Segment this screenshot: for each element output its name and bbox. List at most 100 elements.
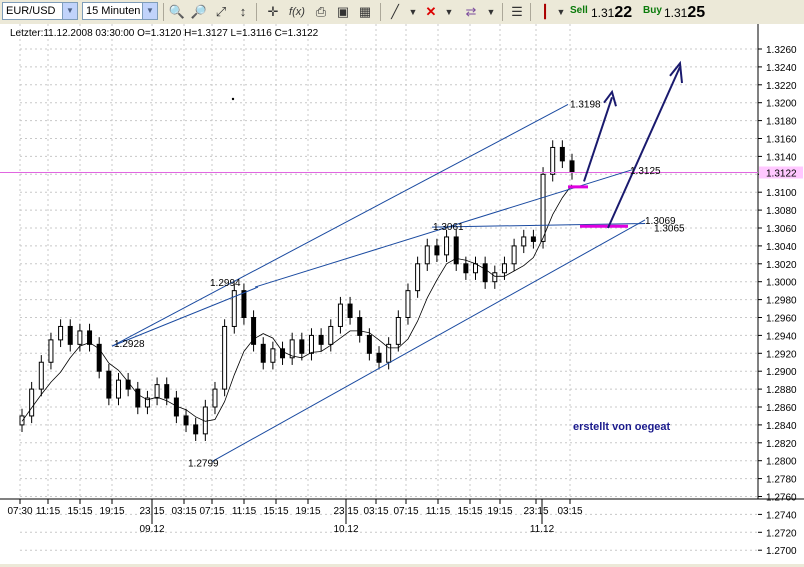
vertical-scale-icon[interactable]: ↕	[239, 4, 247, 19]
candle-body	[463, 263, 469, 274]
y-tick-label: 1.2940	[766, 331, 797, 342]
annotation-label: 1.3198	[570, 99, 601, 110]
annotation-label: 1.3061	[433, 222, 464, 233]
candle-body	[521, 236, 527, 247]
y-tick-label: 1.2740	[766, 510, 797, 521]
candle-body	[19, 415, 25, 426]
delete-icon[interactable]: ✕	[425, 4, 437, 19]
y-tick-label: 1.3160	[766, 135, 797, 146]
chevron-down-icon[interactable]: ▼	[408, 7, 418, 17]
timeframe-select[interactable]: 15 Minuten ▼	[82, 2, 158, 20]
timeframe-value: 15 Minuten	[86, 5, 141, 17]
candle-body	[482, 263, 488, 283]
function-icon[interactable]: f(x)	[289, 6, 305, 18]
candle-body	[67, 325, 73, 345]
buy-label[interactable]: Buy	[643, 5, 662, 16]
sell-price[interactable]: 1.3122	[591, 4, 632, 22]
y-tick-label: 1.3100	[766, 188, 797, 199]
buy-price-big: 25	[687, 4, 706, 21]
candle-body	[241, 290, 247, 318]
annotation-label: 1.3125	[630, 166, 661, 177]
trendline-icon[interactable]: ╱	[391, 4, 399, 19]
drawings: 1.3122 1.2928 1.2994 1.2799 1.3061 1.3198 1.31…	[0, 60, 803, 470]
candle-body	[260, 343, 266, 363]
x-tick-label: 03:15	[363, 506, 388, 517]
candle-body	[164, 384, 170, 399]
x-tick-label: 03:15	[171, 506, 196, 517]
y-tick-label: 1.3240	[766, 63, 797, 74]
indicator-icon[interactable]: ⇄	[465, 4, 477, 19]
toolbar: EUR/USD ▼ 15 Minuten ▼ 🔍 🔎 ⤢ ↕ ✛ f(x) ⎙ …	[0, 0, 804, 25]
y-tick-label: 1.2880	[766, 385, 797, 396]
zoom-in-icon[interactable]: 🔍	[168, 4, 186, 19]
watermark: erstellt von oegeat	[573, 421, 671, 433]
candle-body	[308, 334, 314, 354]
y-tick-label: 1.2980	[766, 296, 797, 307]
candle-body	[395, 317, 401, 345]
buy-price[interactable]: 1.3125	[664, 4, 705, 22]
sell-label[interactable]: Sell	[570, 5, 588, 16]
marker-dot	[231, 97, 235, 101]
chevron-down-icon[interactable]: ▼	[62, 3, 77, 19]
candle-body	[559, 146, 565, 162]
properties-icon[interactable]: ☰	[511, 4, 523, 19]
zoom-fit-icon[interactable]: ⤢	[215, 4, 227, 19]
y-tick-label: 1.2720	[766, 528, 797, 539]
save-icon[interactable]: ▣	[336, 4, 350, 19]
candle-body	[530, 236, 536, 242]
candle-body	[347, 303, 353, 319]
chevron-down-icon[interactable]: ▼	[556, 7, 566, 17]
candle-body	[569, 160, 575, 174]
chevron-down-icon[interactable]: ▼	[444, 7, 454, 17]
y-tick-label: 1.3080	[766, 206, 797, 217]
candlestick-icon[interactable]: ┃	[541, 4, 549, 19]
zoom-out-icon[interactable]: 🔎	[190, 4, 208, 19]
moving-average-line	[21, 184, 573, 422]
y-tick-label: 1.2860	[766, 403, 797, 414]
symbol-select[interactable]: EUR/USD ▼	[2, 2, 78, 20]
candle-body	[501, 263, 507, 274]
annotation-label: 1.3065	[654, 224, 685, 235]
candle-body	[386, 343, 392, 363]
candle-body	[444, 236, 450, 256]
candle-body	[222, 325, 228, 390]
sell-price-prefix: 1.31	[591, 6, 615, 20]
print-icon[interactable]: ⎙	[315, 4, 327, 19]
price-chart[interactable]: 1.32601.32401.32201.32001.31801.31601.31…	[0, 24, 804, 564]
x-tick-label: 07:15	[393, 506, 418, 517]
trendline	[254, 169, 633, 288]
y-tick-label: 1.2780	[766, 475, 797, 486]
crosshair-icon[interactable]: ✛	[267, 4, 279, 19]
candle-body	[144, 397, 150, 408]
x-tick-label: 19:15	[99, 506, 124, 517]
toolbar-separator	[502, 3, 503, 21]
candle-body	[270, 348, 276, 363]
candle-body	[48, 339, 54, 363]
y-tick-label: 1.2760	[766, 493, 797, 504]
y-tick-label: 1.3200	[766, 99, 797, 110]
trendline	[211, 219, 646, 463]
candle-body	[366, 334, 372, 354]
table-icon[interactable]: ▦	[358, 4, 372, 19]
x-tick-label: 15:15	[263, 506, 288, 517]
chart-area[interactable]: 1.3260 1.3240 1.3220 1.3200 1.3180 1.3160 1.31…	[0, 24, 804, 564]
current-price-marker	[759, 166, 803, 179]
chart-header: Letzter:11.12.2008 03:30:00 O=1.3120 H=1…	[10, 28, 319, 39]
y-tick-label: 1.2900	[766, 367, 797, 378]
candle-body	[280, 348, 286, 359]
candle-body	[77, 330, 83, 345]
candle-body	[289, 339, 295, 359]
chevron-down-icon[interactable]: ▼	[486, 7, 496, 17]
x-tick-label: 07:30	[7, 506, 32, 517]
chevron-down-icon[interactable]: ▼	[142, 3, 157, 19]
candle-body	[58, 325, 64, 341]
y-tick-label: 1.2820	[766, 439, 797, 450]
date-label: 11.12	[530, 524, 555, 535]
candle-body	[511, 245, 517, 265]
candle-body	[434, 245, 440, 256]
candle-body	[96, 343, 102, 372]
y-tick-label: 1.3060	[766, 224, 797, 235]
candle-body	[405, 290, 411, 318]
forecast-arrowhead	[603, 89, 617, 107]
x-tick-label: 07:15	[199, 506, 224, 517]
